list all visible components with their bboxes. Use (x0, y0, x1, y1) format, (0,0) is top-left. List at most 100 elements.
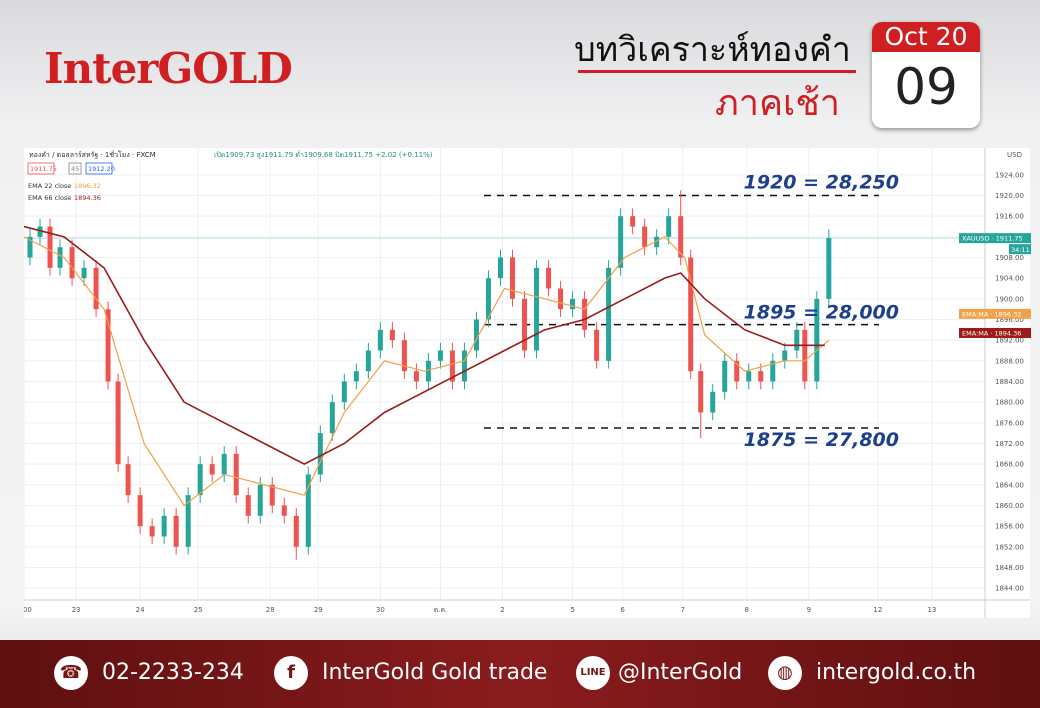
ema-line (24, 236, 830, 507)
candle-body (666, 216, 672, 237)
x-tick-label: 7 (680, 606, 684, 614)
subtitle: ภาคเช้า (715, 83, 840, 124)
candle-body (353, 371, 359, 382)
candle-body (534, 267, 540, 351)
ema-line (24, 225, 825, 466)
candle-body (149, 526, 155, 537)
chart-title: ทองคำ / ดอลลาร์สหรัฐ · 1ชั่วโมง · FXCM (29, 150, 156, 159)
phone-icon: ☎ (54, 656, 88, 690)
y-tick-label: 1880.00 (995, 399, 1024, 407)
y-tick-label: 1892.00 (995, 337, 1024, 345)
candle-body (269, 484, 275, 506)
y-tick-label: 1884.00 (995, 378, 1024, 386)
candle-body (93, 267, 99, 310)
calendar-month: Oct 20 (872, 22, 980, 52)
price-tag (959, 327, 1031, 338)
candle-body (413, 371, 419, 382)
x-tick-label: 13 (927, 606, 936, 614)
x-tick-label: 30 (376, 606, 385, 614)
x-tick-label: 12 (873, 606, 882, 614)
calendar-day: 09 (894, 58, 958, 116)
price-tag-label: EMA:MA · 1894.36 (962, 329, 1021, 337)
candle-body (570, 298, 576, 310)
x-tick-label: 29 (314, 606, 323, 614)
y-tick-label: 1860.00 (995, 502, 1024, 510)
price-tag-label: EMA:MA · 1896.32 (962, 310, 1021, 318)
y-tick-label: 1848.00 (995, 564, 1024, 572)
x-tick-label: 28 (266, 606, 275, 614)
candle-body (389, 329, 395, 341)
y-tick-label: 1900.00 (995, 295, 1024, 303)
candle-body (341, 381, 347, 403)
info-box-label: 1912.20 (88, 165, 115, 173)
y-tick-label: 1896.00 (995, 316, 1024, 324)
y-tick-label: 1868.00 (995, 461, 1024, 469)
x-tick-label: 23 (72, 606, 81, 614)
candle-body (594, 329, 600, 361)
candle-body (654, 236, 660, 248)
info-box (85, 162, 113, 175)
ohlc-text: เปิด1909.73 สูง1911.79 ต่ำ1909.68 ปิด191… (214, 150, 433, 159)
legend-value: 1896.32 (74, 182, 101, 190)
x-tick-label: 25 (194, 606, 203, 614)
candle-body (401, 340, 407, 372)
y-tick-label: 1920.00 (995, 192, 1024, 200)
candle-body (137, 495, 143, 527)
facebook: InterGold Gold trade (322, 660, 548, 685)
line-id: @InterGold (618, 660, 743, 685)
candle-body (642, 226, 648, 248)
candle-body (497, 257, 503, 279)
candle-body (522, 298, 528, 351)
candle-body (485, 278, 491, 320)
y-tick-label: 1844.00 (995, 585, 1024, 593)
y-tick-label: 1916.00 (995, 213, 1024, 221)
logo: InterGOLD (44, 44, 293, 93)
candle-body (233, 453, 239, 496)
y-tick-label: 1876.00 (995, 419, 1024, 427)
candle-body (281, 505, 287, 516)
info-box (68, 162, 82, 175)
candle-body (746, 371, 752, 382)
candle-body (710, 391, 716, 413)
x-tick-label: 24 (136, 606, 145, 614)
web-icon: ◍ (768, 656, 802, 690)
candle-body (47, 226, 53, 268)
line-icon: LINE (576, 656, 610, 690)
legend-entry: EMA 22 close (28, 182, 71, 190)
candle-body (758, 371, 764, 382)
candle-body (377, 329, 383, 351)
candle-body (27, 236, 33, 258)
info-box (27, 162, 55, 175)
candle-body (37, 226, 43, 237)
y-tick-label: 1856.00 (995, 523, 1024, 531)
y-tick-label: 1904.00 (995, 275, 1024, 283)
y-tick-label: 1908.00 (995, 254, 1024, 262)
candle-body (209, 464, 215, 475)
candle-body (606, 267, 612, 361)
x-tick-label: 9 (807, 606, 811, 614)
candle-body (722, 360, 728, 392)
candle-body (782, 350, 788, 361)
x-tick-label: 2 (500, 606, 504, 614)
facebook-icon: f (274, 656, 308, 690)
chart: 1844.00 1848.00 1852.00 1856.00 1860.00 1864.… (24, 148, 1031, 618)
candle-body (546, 267, 552, 289)
info-box-label: 1911.75 (30, 165, 57, 173)
price-tag (959, 308, 1031, 319)
title: บทวิเคราะห์ทองคำ (574, 30, 851, 70)
price-tag-label: XAUUSD · 1911.75 (962, 235, 1023, 243)
footer: ☎ 02-2233-234 f InterGold Gold trade LIN… (0, 640, 1040, 708)
x-tick-label: 5 (570, 606, 574, 614)
candle-body (57, 247, 63, 268)
x-tick-label: 6 (620, 606, 625, 614)
candle-body (582, 298, 588, 330)
phone: 02-2233-234 (102, 660, 244, 685)
candle-body (802, 329, 808, 382)
y-tick-label: 1852.00 (995, 543, 1024, 551)
info-box-label: 45 (71, 165, 79, 173)
axis-unit: USD (1007, 151, 1022, 159)
candle-body (826, 238, 832, 299)
candle-body (630, 216, 636, 227)
legend-entry: EMA 66 close (28, 194, 71, 202)
